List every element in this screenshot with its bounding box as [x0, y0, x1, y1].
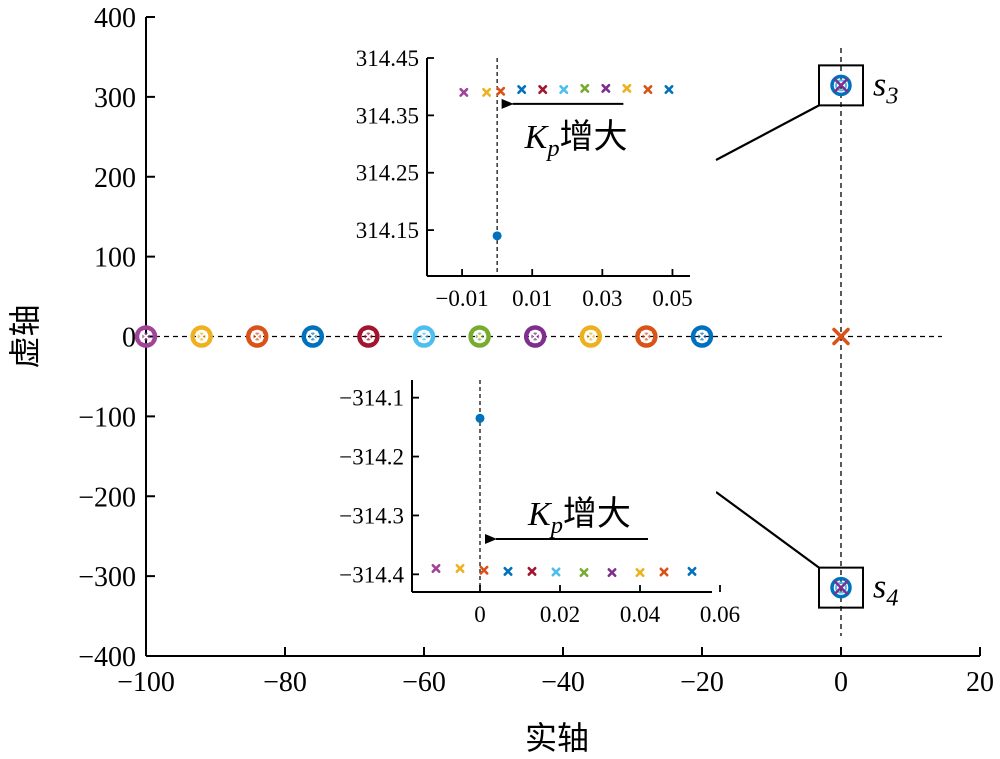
- callout-line-s3: [715, 104, 820, 161]
- inset-y-tick-label: 314.15: [356, 218, 419, 243]
- inset-pole-marker: [580, 83, 590, 93]
- y-tick-label: 400: [94, 3, 136, 34]
- inset-x-tick-label: 0.01: [512, 286, 552, 311]
- inset-pole-marker: [503, 566, 513, 576]
- kp-arrow-label: Kp增大: [527, 494, 631, 539]
- inset-y-tick-label: −314.1: [339, 386, 404, 411]
- inset-pole-marker: [687, 566, 697, 576]
- inset-pole-marker: [455, 563, 465, 573]
- pole-cluster: [830, 74, 852, 97]
- x-tick-label: −100: [117, 667, 175, 698]
- x-tick-label: −40: [541, 667, 585, 698]
- inset-pole-marker: [659, 567, 669, 577]
- pole-cluster: [301, 325, 325, 348]
- x-tick-label: −60: [402, 667, 446, 698]
- x-tick-label: −20: [680, 667, 724, 698]
- inset-pole-marker: [635, 568, 645, 578]
- inset-y-tick-label: 314.35: [356, 103, 419, 128]
- inset-pole-marker: [459, 87, 469, 97]
- inset-pole-marker: [431, 563, 441, 573]
- inset-pole-dot: [475, 413, 485, 423]
- pole-cluster: [830, 576, 852, 599]
- inset-pole-marker: [482, 87, 492, 97]
- pole-cluster: [523, 325, 547, 348]
- x-tick-label: −80: [263, 667, 307, 698]
- pole-cluster: [134, 325, 158, 348]
- inset-pole-marker: [607, 568, 617, 578]
- pole-cluster: [468, 325, 491, 348]
- x-tick-label: 0: [834, 667, 848, 698]
- pole-cluster: [357, 325, 380, 348]
- inset-y-tick-label: −314.4: [339, 562, 404, 587]
- inset-pole-marker: [559, 85, 569, 95]
- zoom-box-s4: [818, 566, 864, 609]
- inset-pole-marker: [527, 566, 537, 576]
- y-tick-label: 200: [94, 163, 136, 194]
- y-tick-label: 300: [94, 83, 136, 114]
- inset-x-tick-label: 0.04: [620, 602, 661, 627]
- inset-x-tick-label: −0.01: [435, 286, 488, 311]
- inset-pole-marker: [538, 85, 548, 95]
- inset-x-tick-label: 0.03: [582, 286, 622, 311]
- y-tick-label: −300: [78, 562, 136, 593]
- callout-line-s4: [715, 491, 820, 569]
- inset-pole-marker: [479, 565, 489, 575]
- pole-cluster: [690, 325, 714, 348]
- y-tick-label: −400: [78, 642, 136, 673]
- pole-cluster: [190, 325, 213, 348]
- inset-pole-marker: [551, 567, 561, 577]
- inset-pole-marker: [664, 85, 674, 95]
- pole-marker: [832, 327, 850, 346]
- zoom-box-s3: [818, 64, 864, 107]
- main-plot: −100 −80 −60 −40 −20 0 204003002001000−100−200…: [7, 3, 994, 756]
- pole-cluster: [635, 325, 658, 348]
- inset-y-tick-label: −314.3: [339, 503, 404, 528]
- inset-y-tick-label: 314.25: [356, 161, 419, 186]
- x-axis-label: 实轴: [525, 720, 589, 756]
- x-tick-label: 20: [966, 667, 994, 698]
- y-tick-label: 100: [94, 243, 136, 274]
- inset-pole-marker: [496, 86, 506, 96]
- inset-x-tick-label: 0: [474, 602, 486, 627]
- inset-pole-marker: [517, 85, 527, 95]
- y-tick-label: 0: [122, 323, 136, 354]
- inset-top-plot: −0.01 0.01 0.03 0.05 314.45 314.35 314.25 314.1…: [356, 46, 694, 311]
- inset-x-tick-label: 0.05: [652, 286, 692, 311]
- inset-pole-marker: [601, 83, 611, 93]
- y-tick-label: −100: [78, 402, 136, 433]
- y-tick-label: −200: [78, 482, 136, 513]
- inset-x-tick-label: 0.02: [540, 602, 580, 627]
- inset-pole-marker: [622, 83, 632, 93]
- y-axis-label: 虚轴: [7, 304, 43, 368]
- inset-x-tick-label: 0.06: [700, 602, 740, 627]
- inset-pole-marker: [643, 85, 653, 95]
- inset-bottom-plot: 0 0.02 0.04 0.06 −314.1 −314.2 −314.3 −314.4 Kp增…: [339, 376, 740, 627]
- inset-pole-marker: [579, 568, 589, 578]
- s3-label: s3: [873, 66, 898, 109]
- inset-pole-dot: [492, 231, 502, 241]
- s4-label: s4: [873, 569, 898, 612]
- pole-cluster: [579, 325, 603, 348]
- pole-cluster: [412, 325, 436, 348]
- inset-y-tick-label: 314.45: [356, 46, 419, 71]
- inset-y-tick-label: −314.2: [339, 445, 404, 470]
- pole-cluster: [245, 325, 269, 348]
- kp-arrow-label: Kp增大: [524, 117, 628, 162]
